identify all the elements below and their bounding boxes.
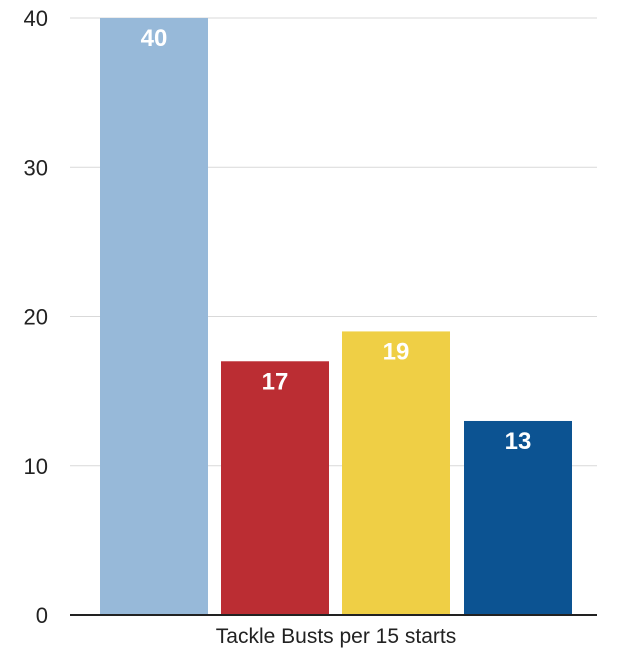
bar-data-label: 17 (262, 368, 289, 395)
bar (100, 18, 208, 615)
bar-data-label: 19 (383, 338, 410, 365)
bar-data-labels: 40 17 19 13 (141, 25, 532, 455)
x-axis-label: Tackle Busts per 15 starts (216, 625, 456, 648)
bar-data-label: 13 (505, 428, 532, 455)
bar-data-label: 40 (141, 25, 168, 52)
bars (100, 18, 572, 615)
y-tick-label: 0 (36, 603, 48, 628)
bar (464, 420, 572, 615)
bar (342, 331, 450, 615)
y-axis-ticks: 0 10 20 30 40 (24, 6, 48, 628)
bar (221, 361, 329, 615)
y-tick-label: 40 (24, 6, 48, 31)
y-tick-label: 20 (24, 305, 48, 330)
y-tick-label: 30 (24, 155, 48, 180)
y-tick-label: 10 (24, 454, 48, 479)
